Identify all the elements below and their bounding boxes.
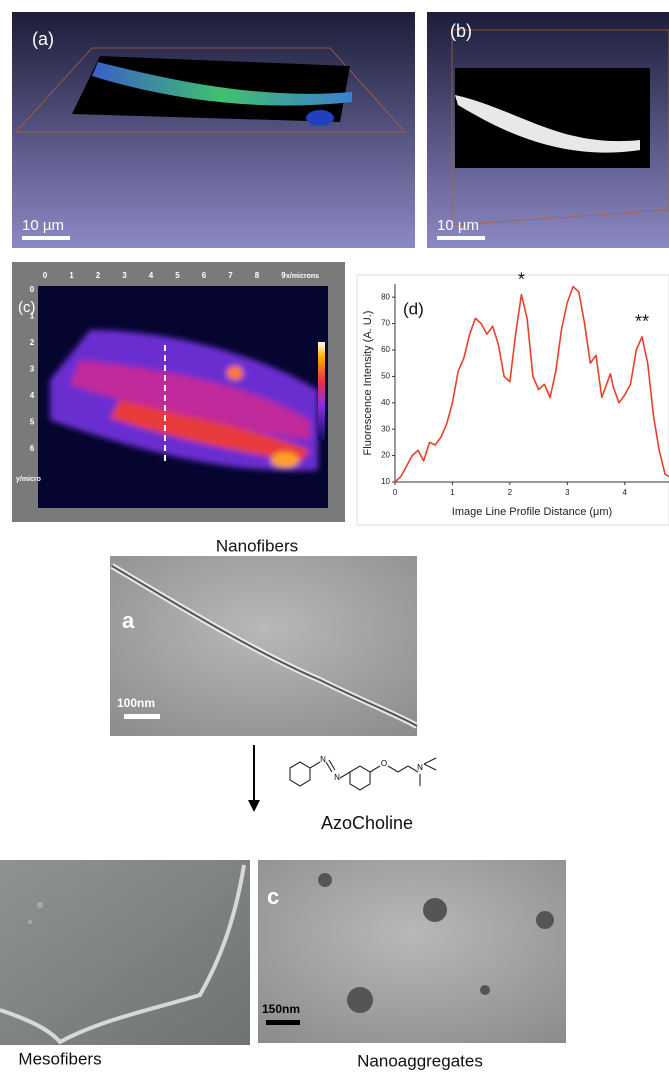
scale-bar	[266, 1020, 300, 1025]
arrow-head	[248, 800, 260, 812]
y-tick-label: 40	[381, 398, 390, 407]
panel-label: (b)	[450, 21, 472, 41]
x-unit: x/microns	[286, 273, 319, 280]
tem-image	[110, 556, 417, 736]
x-tick-label: 1	[450, 488, 455, 497]
page: (a) 10 µm (b) 10 µm (c) x/microns y/micr…	[0, 0, 669, 1078]
x-tick-label: 7	[228, 271, 233, 280]
x-tick-label: 9	[281, 271, 286, 280]
panel-label: (a)	[32, 29, 54, 49]
scale-bar	[437, 236, 485, 240]
x-tick-label: 8	[255, 271, 260, 280]
x-tick-label: 6	[202, 271, 207, 280]
chart-title: (d)	[403, 299, 424, 318]
atom: N	[417, 763, 423, 772]
y-tick-label: 30	[381, 424, 390, 433]
panel-a: (a) 10 µm	[12, 12, 415, 248]
y-axis-label: Fluorescence Intensity (A. U.)	[362, 311, 374, 456]
y-tick-label: 50	[381, 372, 390, 381]
atom: O	[381, 759, 387, 768]
panel-title: Nanofibers	[216, 536, 298, 555]
render-bg	[12, 12, 415, 248]
scale-label: 100nm	[117, 696, 155, 710]
fiber-blob	[306, 110, 334, 126]
y-tick-label: 10	[381, 477, 390, 486]
molecule-name: AzoCholine	[321, 813, 413, 833]
x-tick-label: 1	[69, 271, 74, 280]
x-tick-label: 4	[623, 488, 628, 497]
conversion: N N O N AzoCholine	[248, 745, 436, 833]
particle	[37, 902, 43, 908]
x-tick-label: 2	[508, 488, 513, 497]
atom: N	[320, 755, 326, 764]
figure: (a) 10 µm (b) 10 µm (c) x/microns y/micr…	[0, 0, 669, 1073]
particle	[28, 920, 32, 924]
y-unit: y/micro	[16, 476, 41, 483]
panel-label: c	[267, 884, 279, 909]
x-tick-label: 4	[149, 271, 154, 280]
y-tick-label: 20	[381, 451, 390, 460]
panel-title: Mesofibers	[18, 1049, 101, 1068]
y-tick-label: 2	[30, 338, 35, 347]
x-tick-label: 3	[565, 488, 570, 497]
nanofibers-panel: Nanofibers a 100nm	[110, 536, 417, 736]
panel-title: Nanoaggregates	[357, 1051, 483, 1070]
colorbar	[318, 342, 325, 440]
y-tick-label: 3	[30, 365, 35, 374]
y-tick-label: 1	[30, 312, 35, 321]
y-tick-label: 80	[381, 292, 390, 301]
scale-bar	[124, 714, 160, 719]
x-tick-label: 5	[175, 271, 180, 280]
tem-image	[258, 860, 566, 1043]
y-tick-label: 0	[30, 285, 35, 294]
x-axis-label: Image Line Profile Distance (μm)	[452, 506, 612, 518]
panel-b: (b) 10 µm	[427, 12, 669, 248]
x-tick-label: 2	[96, 271, 101, 280]
structure	[290, 758, 436, 790]
scale-bar	[22, 236, 70, 240]
x-tick-label: 3	[122, 271, 127, 280]
scale-label: 10 µm	[22, 217, 64, 234]
x-tick-label: 0	[43, 271, 48, 280]
y-tick-label: 5	[30, 418, 35, 427]
scale-label: 10 µm	[437, 217, 479, 234]
annotation: **	[635, 312, 649, 332]
atom: N	[334, 773, 340, 782]
y-tick-label: 4	[30, 391, 35, 400]
y-tick-label: 70	[381, 319, 390, 328]
x-tick-label: 0	[393, 488, 398, 497]
scale-label: 150nm	[262, 1002, 300, 1016]
mesofibers-panel: Mesofibers	[0, 860, 250, 1068]
y-tick-label: 6	[30, 444, 35, 453]
panel-label: a	[122, 608, 135, 633]
y-tick-label: 60	[381, 345, 390, 354]
nanoaggregates-panel: c 150nm Nanoaggregates	[258, 860, 566, 1070]
annotation: *	[518, 269, 525, 289]
